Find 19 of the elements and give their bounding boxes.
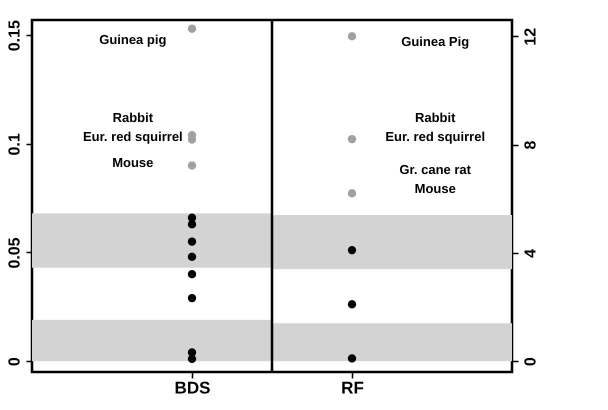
y2-tick-label: 4 [522,248,540,258]
annotation: Guinea pig [99,32,166,47]
annotation: Mouse [414,181,456,196]
y-tick-label: 0.15 [6,20,24,52]
annotation: Eur. red squirrel [82,129,183,144]
annotation: Eur. red squirrel [385,129,486,144]
x-tick-label: RF [341,378,364,398]
y2-tick-label: 12 [522,28,540,46]
y-tick-label: 0.05 [6,237,24,269]
annotation: Mouse [112,155,154,170]
y-tick-label: 0.1 [6,133,24,156]
annotation: Gr. cane rat [399,162,472,177]
x-tick-label: BDS [174,378,210,398]
annotation: Rabbit [414,110,456,125]
y-tick-label: 0 [6,357,24,366]
annotation: Rabbit [112,110,154,125]
annotation: Guinea Pig [401,34,470,49]
y2-tick-label: 8 [522,140,540,150]
y2-tick-label: 0 [522,357,540,366]
